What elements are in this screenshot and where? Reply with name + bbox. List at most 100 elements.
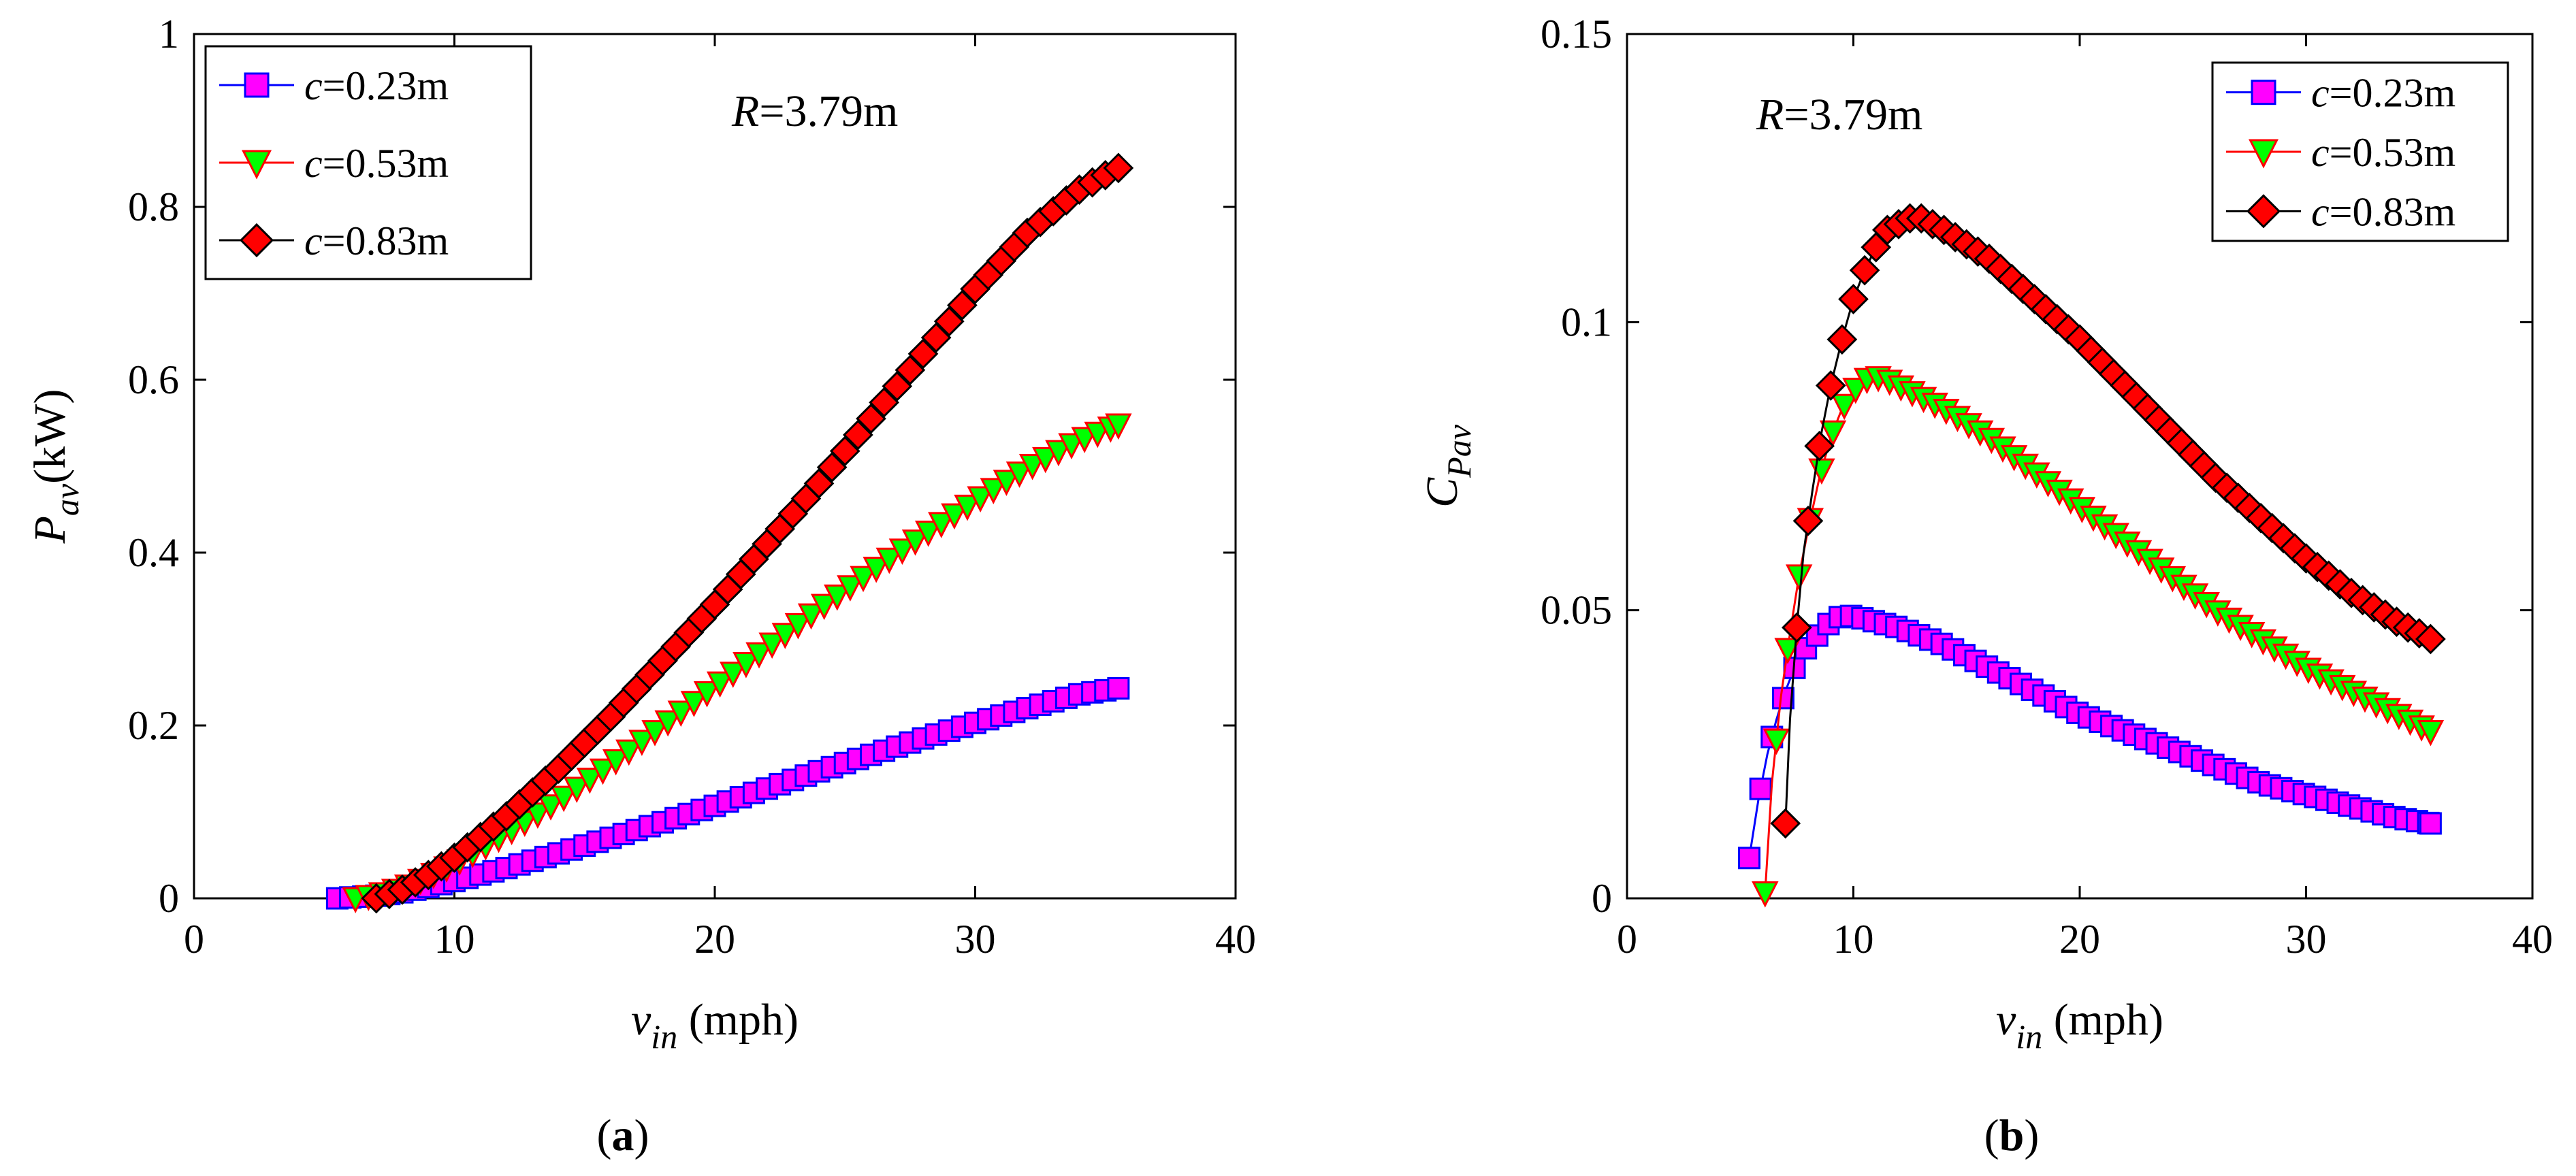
data-point-triangle xyxy=(1045,440,1072,467)
data-point-triangle xyxy=(993,470,1020,496)
data-point-triangle xyxy=(954,494,981,521)
data-point-diamond xyxy=(803,468,835,499)
data-point-triangle xyxy=(1831,393,1858,421)
data-point-diamond xyxy=(1770,808,1801,839)
data-point-triangle xyxy=(941,503,968,530)
legend-label: c=0.23m xyxy=(304,63,449,108)
data-point-triangle xyxy=(641,720,669,747)
data-point-triangle xyxy=(602,749,630,776)
data-point-triangle xyxy=(550,785,577,813)
legend-marker-square xyxy=(2251,80,2276,105)
series-square xyxy=(325,676,1130,910)
data-point-diamond xyxy=(2415,623,2446,655)
series-line xyxy=(1764,376,2432,893)
data-point-diamond xyxy=(1804,430,1835,461)
data-point-triangle xyxy=(576,767,604,794)
series-triangle xyxy=(342,413,1132,914)
series-square xyxy=(1738,604,2442,870)
text-part: c xyxy=(304,63,323,108)
data-point-triangle xyxy=(563,777,590,803)
data-point-triangle xyxy=(680,691,708,717)
data-point-triangle xyxy=(1752,881,1779,908)
data-point-triangle xyxy=(758,632,786,659)
data-point-triangle xyxy=(1018,453,1046,480)
data-point-triangle xyxy=(875,547,903,574)
data-point-triangle xyxy=(980,478,1007,504)
text-part: c xyxy=(304,141,323,186)
data-point-triangle xyxy=(1105,413,1132,440)
y-axis-label: CPav xyxy=(1417,424,1478,508)
x-tick-label: 30 xyxy=(2286,917,2327,962)
text-part: c xyxy=(2311,130,2330,175)
radius-annotation: R=3.79m xyxy=(1756,90,1922,140)
data-point-diamond xyxy=(816,452,848,483)
y-tick-label: 0.8 xyxy=(128,184,179,229)
text-part: a xyxy=(612,1111,634,1160)
text-part: (mph) xyxy=(677,995,799,1045)
data-point-triangle xyxy=(1005,461,1033,488)
text-part: ) xyxy=(634,1111,649,1160)
series-line xyxy=(1748,615,2431,858)
data-point-triangle xyxy=(1058,433,1085,460)
text-part: in xyxy=(2016,1017,2042,1056)
data-point-triangle xyxy=(967,486,994,513)
data-point-diamond xyxy=(947,290,978,321)
series-triangle xyxy=(1752,366,2445,908)
panel-label: (a) xyxy=(597,1111,649,1160)
x-tick-label: 20 xyxy=(2059,917,2100,962)
legend-marker-triangle xyxy=(241,150,272,180)
data-point-triangle xyxy=(784,612,812,640)
text-part: =0.83m xyxy=(2330,189,2456,234)
y-tick-label: 0.05 xyxy=(1541,588,1612,633)
panel-b: 0 10 20 30 40 0 0.05 0.1 0.15 vin (mph) CPav R=3.79… xyxy=(1417,12,2553,1160)
data-point-triangle xyxy=(706,671,734,698)
x-tick-label: 40 xyxy=(1215,917,1256,962)
data-point-triangle xyxy=(928,512,955,538)
data-point-diamond xyxy=(1103,152,1134,184)
legend-label: c=0.23m xyxy=(2311,71,2456,116)
data-point-triangle xyxy=(667,700,694,728)
x-tick-label: 0 xyxy=(1617,917,1637,962)
x-tick-label: 10 xyxy=(1833,917,1874,962)
legend-marker-triangle xyxy=(2248,139,2279,169)
data-point-triangle xyxy=(1762,728,1790,755)
text-part: =0.23m xyxy=(2330,71,2456,116)
y-tick-label: 0.1 xyxy=(1561,299,1612,344)
data-point-square xyxy=(1738,847,1761,870)
legend-marker-square xyxy=(244,72,270,98)
data-point-triangle xyxy=(524,802,551,829)
data-point-triangle xyxy=(720,662,747,688)
data-point-triangle xyxy=(2417,719,2445,747)
data-point-diamond xyxy=(1815,370,1846,401)
data-point-diamond xyxy=(907,338,939,370)
text-part: v xyxy=(1996,995,2016,1045)
text-part: (kW) xyxy=(25,389,75,484)
legend-marker-diamond xyxy=(2246,194,2281,229)
series-diamond xyxy=(361,152,1134,914)
text-part: =0.83m xyxy=(323,218,449,263)
data-point-triangle xyxy=(745,642,773,669)
legend-label: c=0.53m xyxy=(2311,130,2456,175)
text-part: c xyxy=(2311,71,2330,116)
text-part: av xyxy=(48,483,86,516)
data-point-triangle xyxy=(1785,564,1813,591)
data-point-diamond xyxy=(1838,284,1869,314)
data-point-triangle xyxy=(1032,446,1059,474)
y-tick-label: 0.2 xyxy=(128,703,179,748)
legend-label: c=0.83m xyxy=(304,218,449,263)
x-tick-label: 10 xyxy=(434,917,475,962)
data-point-triangle xyxy=(732,652,760,679)
data-point-triangle xyxy=(888,538,916,565)
y-tick-label: 0.6 xyxy=(128,357,179,402)
text-part: P xyxy=(25,516,75,544)
data-point-diamond xyxy=(856,403,886,434)
data-point-triangle xyxy=(654,710,681,737)
data-point-triangle xyxy=(771,623,799,649)
data-point-diamond xyxy=(1782,612,1812,643)
legend-marker-diamond xyxy=(239,223,274,258)
text-part: R xyxy=(731,86,759,136)
y-tick-label: 0 xyxy=(1592,876,1612,921)
text-part: =0.53m xyxy=(323,141,449,186)
